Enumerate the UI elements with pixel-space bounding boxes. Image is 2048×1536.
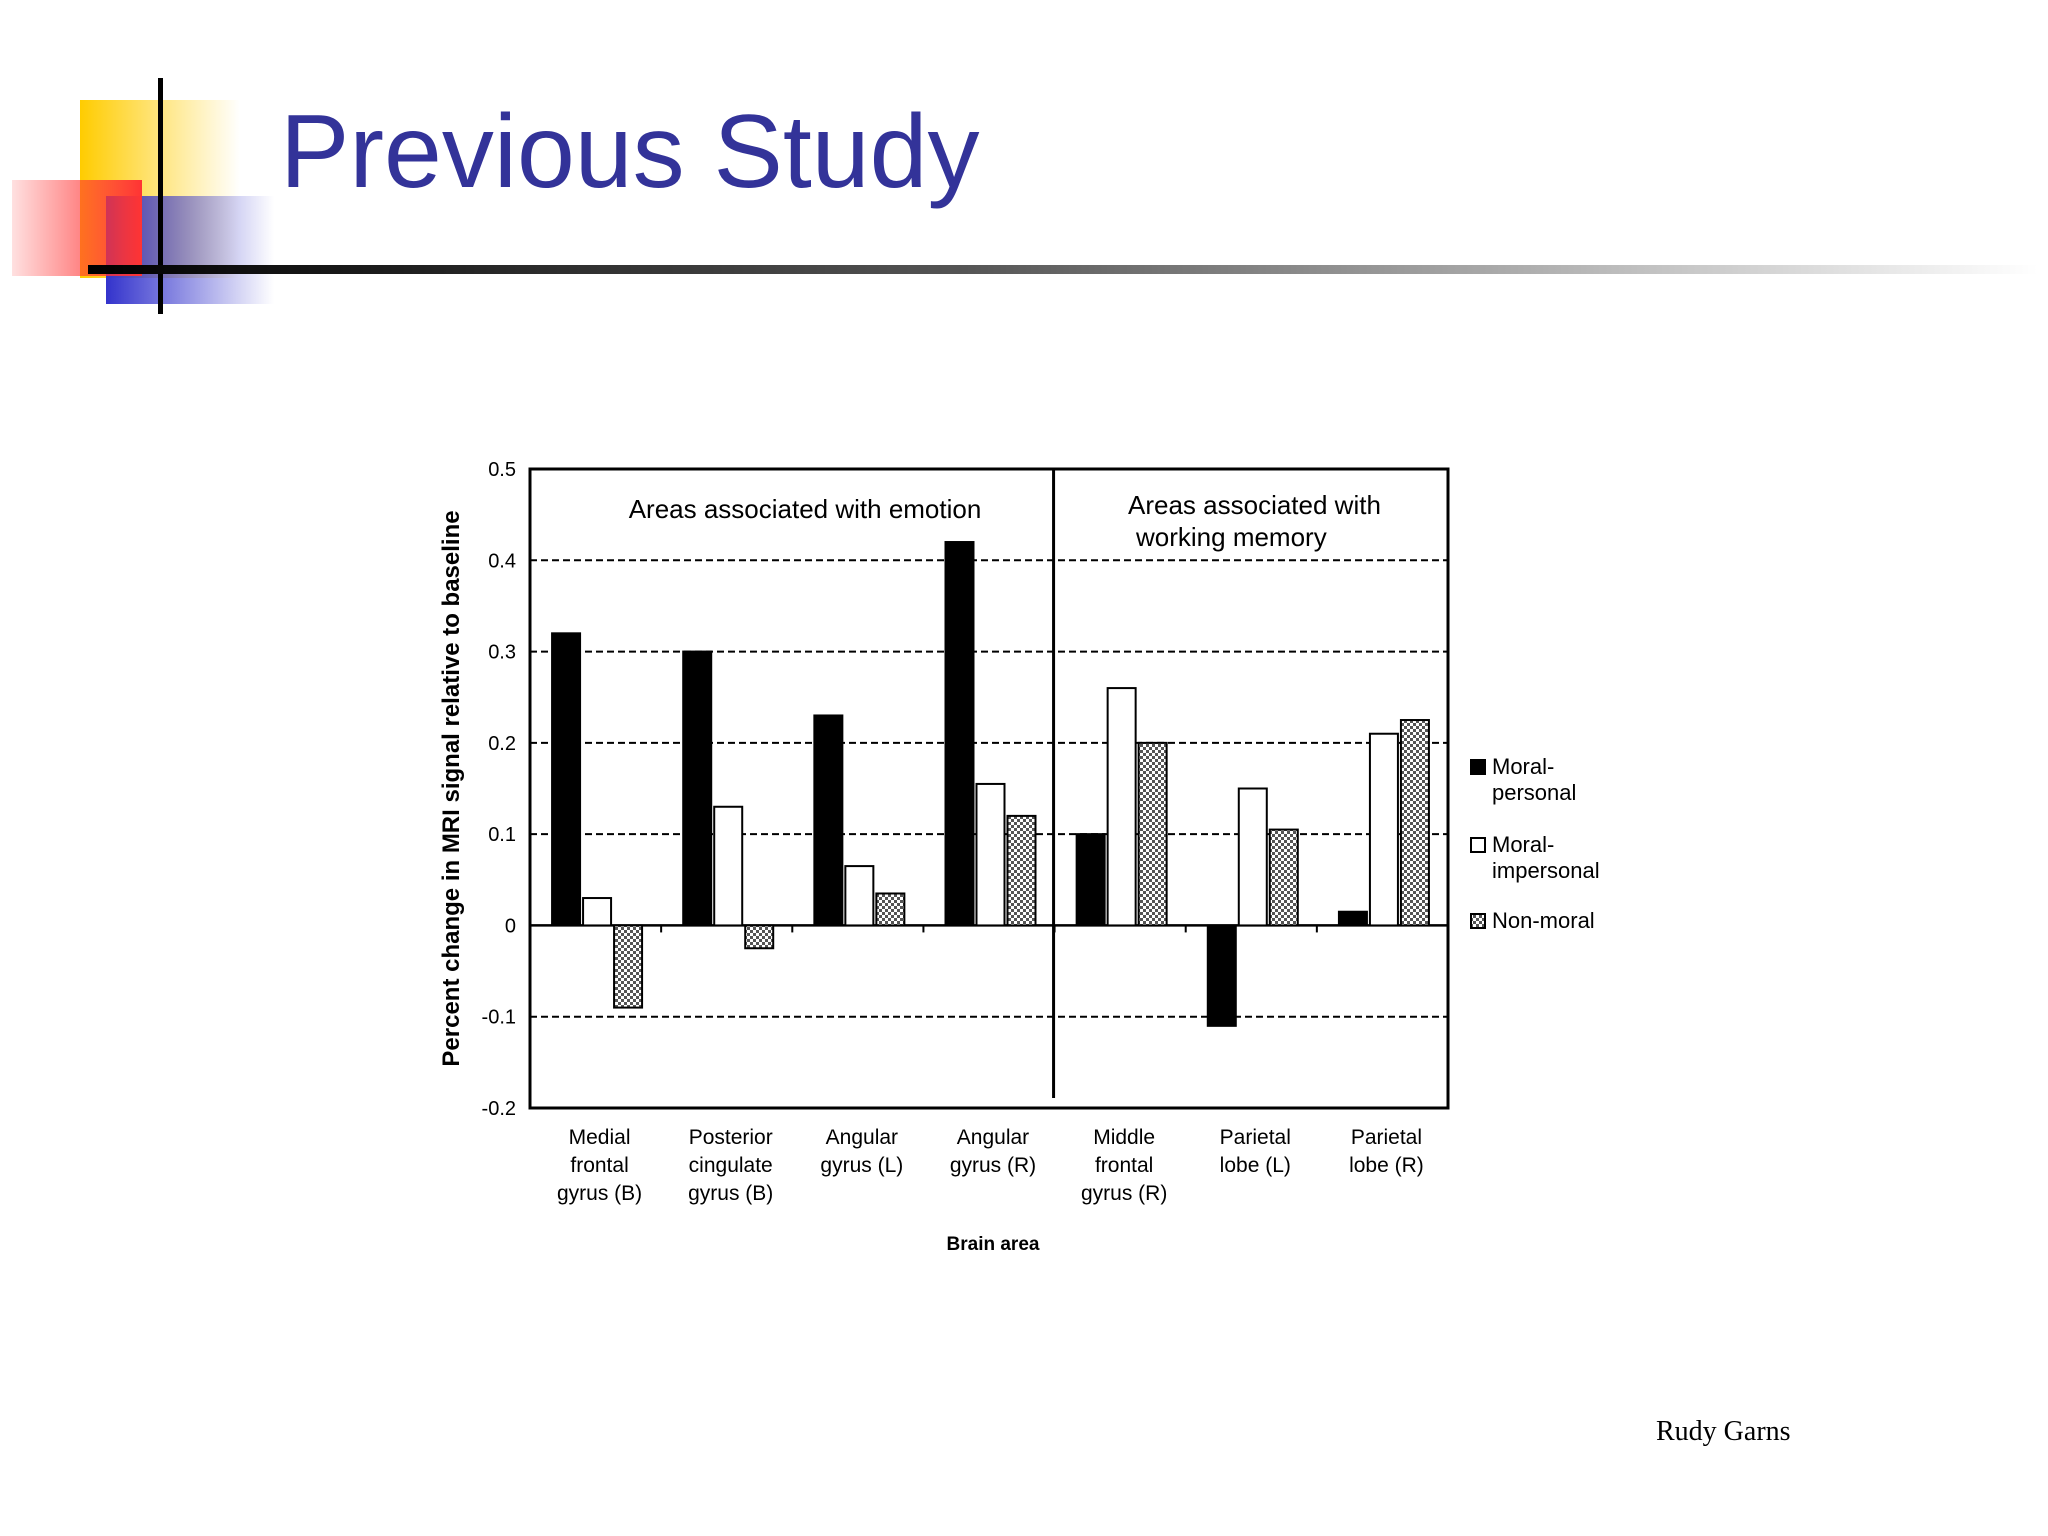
- x-category-label: gyrus (R): [950, 1154, 1036, 1177]
- x-category-label: lobe (R): [1349, 1154, 1424, 1177]
- y-tick-label: -0.2: [482, 1098, 516, 1120]
- y-tick-label: 0.5: [488, 459, 516, 481]
- bar-chart: 0.5 0.4 0.3 0.2 0.1 0 -0.1 -0.2 Percent change i…: [438, 459, 1600, 1255]
- bar-non-moral-6: [1399, 719, 1430, 927]
- deco-underline: [88, 265, 2038, 274]
- bar-moral-personal-1: [682, 650, 713, 927]
- annotation-emotion: Areas associated with emotion: [629, 494, 982, 524]
- bar-non-moral-2: [875, 892, 906, 927]
- y-axis-label: Percent change in MRI signal relative to…: [438, 510, 465, 1066]
- x-category-label: Parietal: [1220, 1126, 1291, 1149]
- y-tick-label: 0.4: [488, 550, 516, 572]
- annotation-working-memory: Areas associated with: [1128, 490, 1381, 520]
- x-category-label: gyrus (R): [1081, 1182, 1167, 1205]
- y-tick-label: 0.1: [488, 824, 516, 846]
- x-category-label: Medial: [569, 1126, 631, 1149]
- x-category-label: gyrus (B): [688, 1182, 773, 1205]
- bar-non-moral-1: [744, 924, 775, 950]
- x-category-label: Posterior: [689, 1126, 773, 1149]
- bar-non-moral-4: [1137, 741, 1168, 927]
- slide-title: Previous Study: [280, 94, 980, 210]
- bar-moral-personal-2: [813, 714, 844, 927]
- x-category-label: frontal: [570, 1154, 628, 1177]
- x-category-label: Parietal: [1351, 1126, 1422, 1149]
- x-category-label: Angular: [957, 1126, 1029, 1149]
- legend-label: personal: [1492, 780, 1576, 805]
- x-axis-label: Brain area: [947, 1234, 1040, 1255]
- y-tick-label: 0: [505, 915, 516, 937]
- bar-moral-impersonal-5: [1237, 787, 1268, 927]
- bar-moral-personal-0: [551, 632, 582, 927]
- legend-swatch-moral-personal: [1470, 759, 1486, 775]
- bar-moral-impersonal-0: [582, 897, 613, 927]
- author-footer: Rudy Garns: [1656, 1416, 1791, 1447]
- bar-moral-impersonal-2: [844, 865, 875, 927]
- bar-non-moral-0: [613, 924, 644, 1009]
- legend-label: impersonal: [1492, 858, 1600, 883]
- legend-label: Non-moral: [1492, 908, 1595, 933]
- x-category-label: cingulate: [689, 1154, 773, 1177]
- y-tick-label: 0.3: [488, 642, 516, 664]
- bar-moral-personal-4: [1075, 833, 1106, 927]
- bar-moral-impersonal-1: [713, 805, 744, 927]
- legend-swatch-non-moral: [1470, 913, 1486, 929]
- bar-moral-impersonal-3: [975, 782, 1006, 927]
- x-category-label: Angular: [826, 1126, 898, 1149]
- bar-moral-personal-6: [1337, 910, 1368, 927]
- deco-red-square: [12, 180, 142, 276]
- deco-vertical-line: [158, 78, 163, 314]
- x-category-label: lobe (L): [1220, 1154, 1291, 1177]
- annotation-working-memory: working memory: [1135, 522, 1327, 552]
- legend-label: Moral-: [1492, 832, 1554, 857]
- legend-label: Moral-: [1492, 754, 1554, 779]
- y-tick-label: -0.1: [482, 1007, 516, 1029]
- bar-non-moral-5: [1268, 828, 1299, 927]
- x-category-label: Middle: [1093, 1126, 1155, 1149]
- x-category-label: gyrus (B): [557, 1182, 642, 1205]
- bar-moral-personal-3: [944, 541, 975, 927]
- bar-moral-impersonal-4: [1106, 687, 1137, 927]
- plot-frame: [528, 467, 1450, 1110]
- y-tick-label: 0.2: [488, 733, 516, 755]
- bar-moral-personal-5: [1206, 924, 1237, 1027]
- x-category-label: frontal: [1095, 1154, 1153, 1177]
- bar-moral-impersonal-6: [1368, 732, 1399, 927]
- slide-decoration: [12, 78, 2038, 314]
- x-category-label: gyrus (L): [820, 1154, 903, 1177]
- legend-swatch-moral-impersonal: [1470, 837, 1486, 853]
- bar-non-moral-3: [1006, 814, 1037, 927]
